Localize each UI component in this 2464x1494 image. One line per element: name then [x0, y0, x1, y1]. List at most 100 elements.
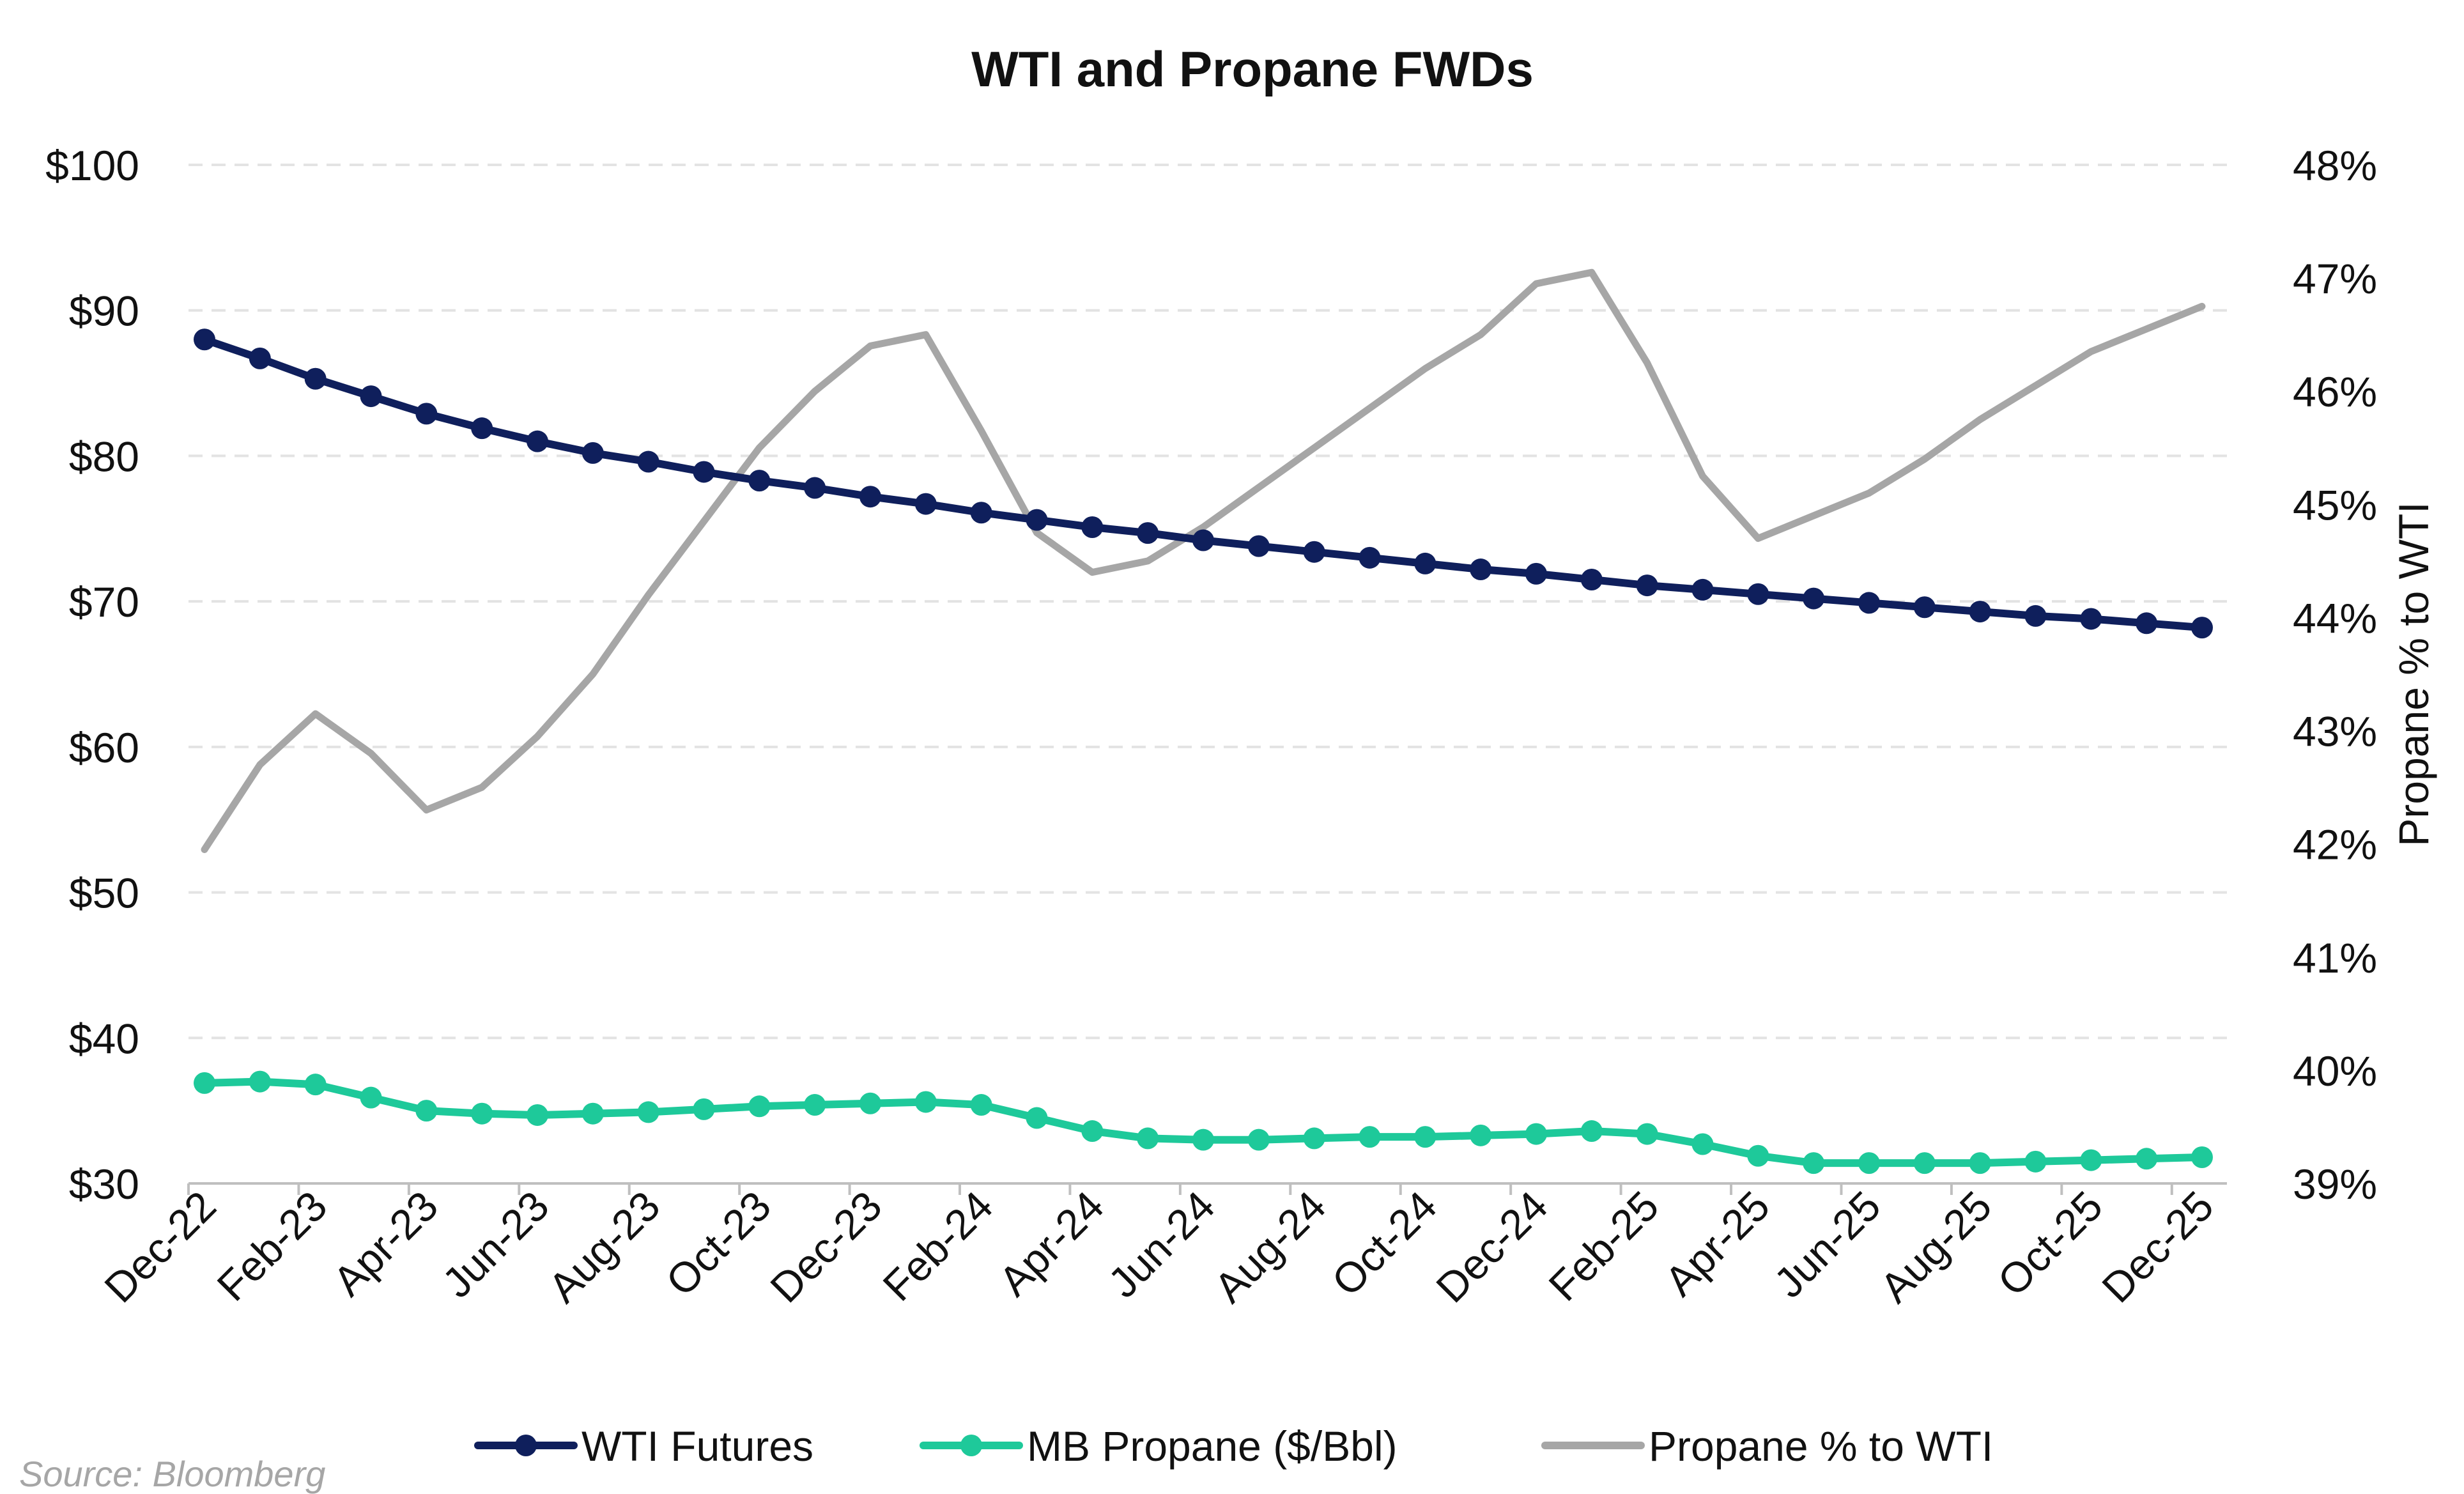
- legend-label: MB Propane ($/Bbl): [1027, 1422, 1398, 1470]
- data-point: [2191, 617, 2213, 639]
- data-point: [914, 1091, 937, 1113]
- series-1: [194, 1070, 2213, 1174]
- data-point: [1969, 1152, 1991, 1174]
- data-point: [360, 385, 382, 408]
- y-left-tick-label: $80: [69, 433, 139, 480]
- chart-title: WTI and Propane FWDs: [971, 41, 1534, 97]
- legend-item: Propane % to WTI: [1541, 1422, 1993, 1470]
- data-point: [304, 367, 327, 390]
- data-point: [471, 1102, 493, 1125]
- y-right-tick-label: 47%: [2293, 255, 2377, 302]
- data-point: [1470, 1124, 1492, 1146]
- data-point: [1359, 1126, 1381, 1148]
- data-point: [970, 1094, 992, 1116]
- data-point: [1580, 568, 1603, 590]
- y-right-tick-label: 44%: [2293, 594, 2377, 642]
- data-point: [1636, 574, 1658, 597]
- data-point: [914, 493, 937, 515]
- data-point: [1303, 1127, 1325, 1150]
- data-point: [2136, 612, 2158, 635]
- data-point: [2024, 1150, 2047, 1173]
- data-point: [2080, 608, 2102, 630]
- series-2: [201, 268, 2206, 853]
- legend-item: WTI Futures: [474, 1422, 813, 1470]
- source-note: Source: Bloomberg: [19, 1454, 325, 1494]
- y-right-tick-label: 48%: [2293, 142, 2377, 189]
- data-point: [2136, 1148, 2158, 1170]
- data-point: [581, 1102, 604, 1125]
- data-point: [415, 403, 438, 425]
- legend-marker: [960, 1435, 982, 1456]
- data-point: [804, 1094, 826, 1116]
- data-point: [304, 1074, 327, 1096]
- y-left-tick-label: $60: [69, 724, 139, 771]
- data-point: [859, 486, 881, 508]
- data-point: [1247, 1128, 1270, 1151]
- data-point: [1192, 1128, 1214, 1151]
- data-point: [249, 1070, 271, 1093]
- y-left-tick-label: $100: [45, 142, 139, 189]
- data-point: [249, 347, 271, 369]
- data-point: [1747, 583, 1769, 605]
- data-point: [1858, 1152, 1880, 1174]
- data-point: [2191, 1146, 2213, 1169]
- series-line: [201, 268, 2206, 853]
- data-point: [527, 430, 548, 452]
- y-left-tick-label: $40: [69, 1015, 139, 1062]
- data-point: [1359, 546, 1381, 569]
- data-point: [360, 1086, 382, 1109]
- y-right-tick-label: 43%: [2293, 708, 2377, 755]
- data-point: [1969, 601, 1991, 623]
- y-right-tick-label: 42%: [2293, 821, 2377, 868]
- data-point: [1803, 587, 1825, 610]
- y-left-tick-label: $50: [69, 870, 139, 917]
- data-point: [693, 1098, 715, 1120]
- data-point: [1913, 596, 1936, 619]
- data-point: [804, 477, 826, 499]
- legend-marker: [515, 1435, 537, 1456]
- data-point: [748, 1095, 771, 1118]
- legend: WTI Futures MB Propane ($/Bbl) Propane % t…: [474, 1422, 1993, 1470]
- data-point: [637, 1101, 659, 1123]
- data-point: [1803, 1152, 1825, 1174]
- data-point: [1414, 552, 1436, 574]
- y-right-tick-label: 39%: [2293, 1160, 2377, 1208]
- data-point: [1137, 1127, 1159, 1150]
- data-point: [1081, 516, 1104, 539]
- y-right-tick-label: 45%: [2293, 481, 2377, 528]
- data-point: [581, 442, 604, 464]
- data-point: [1414, 1126, 1436, 1148]
- data-point: [1691, 1133, 1714, 1155]
- data-point: [1081, 1120, 1104, 1143]
- data-point: [1525, 1123, 1547, 1145]
- series-0: [194, 328, 2213, 639]
- y-left-tick-label: $70: [69, 578, 139, 626]
- series: [194, 268, 2213, 1174]
- y-right-tick-label: 41%: [2293, 934, 2377, 982]
- data-point: [1247, 535, 1270, 557]
- y-left-tick-label: $90: [69, 288, 139, 335]
- data-point: [637, 451, 659, 473]
- data-point: [1525, 562, 1547, 585]
- gridlines: [189, 164, 2227, 1040]
- data-point: [1858, 592, 1880, 614]
- data-point: [415, 1100, 438, 1122]
- data-point: [859, 1092, 881, 1114]
- data-point: [970, 502, 992, 524]
- right-axis-title: Propane % to WTI: [2390, 502, 2437, 846]
- data-point: [1580, 1120, 1603, 1143]
- data-point: [527, 1104, 548, 1126]
- data-point: [1026, 1107, 1048, 1129]
- legend-item: MB Propane ($/Bbl): [920, 1422, 1398, 1470]
- data-point: [471, 417, 493, 440]
- y-left-tick-label: $30: [69, 1160, 139, 1208]
- data-point: [194, 328, 215, 351]
- data-point: [1747, 1144, 1769, 1167]
- data-point: [1470, 558, 1492, 581]
- y-right-tick-label: 40%: [2293, 1047, 2377, 1095]
- data-point: [1913, 1152, 1936, 1174]
- data-point: [2080, 1149, 2102, 1171]
- data-point: [1303, 541, 1325, 563]
- data-point: [1691, 578, 1714, 601]
